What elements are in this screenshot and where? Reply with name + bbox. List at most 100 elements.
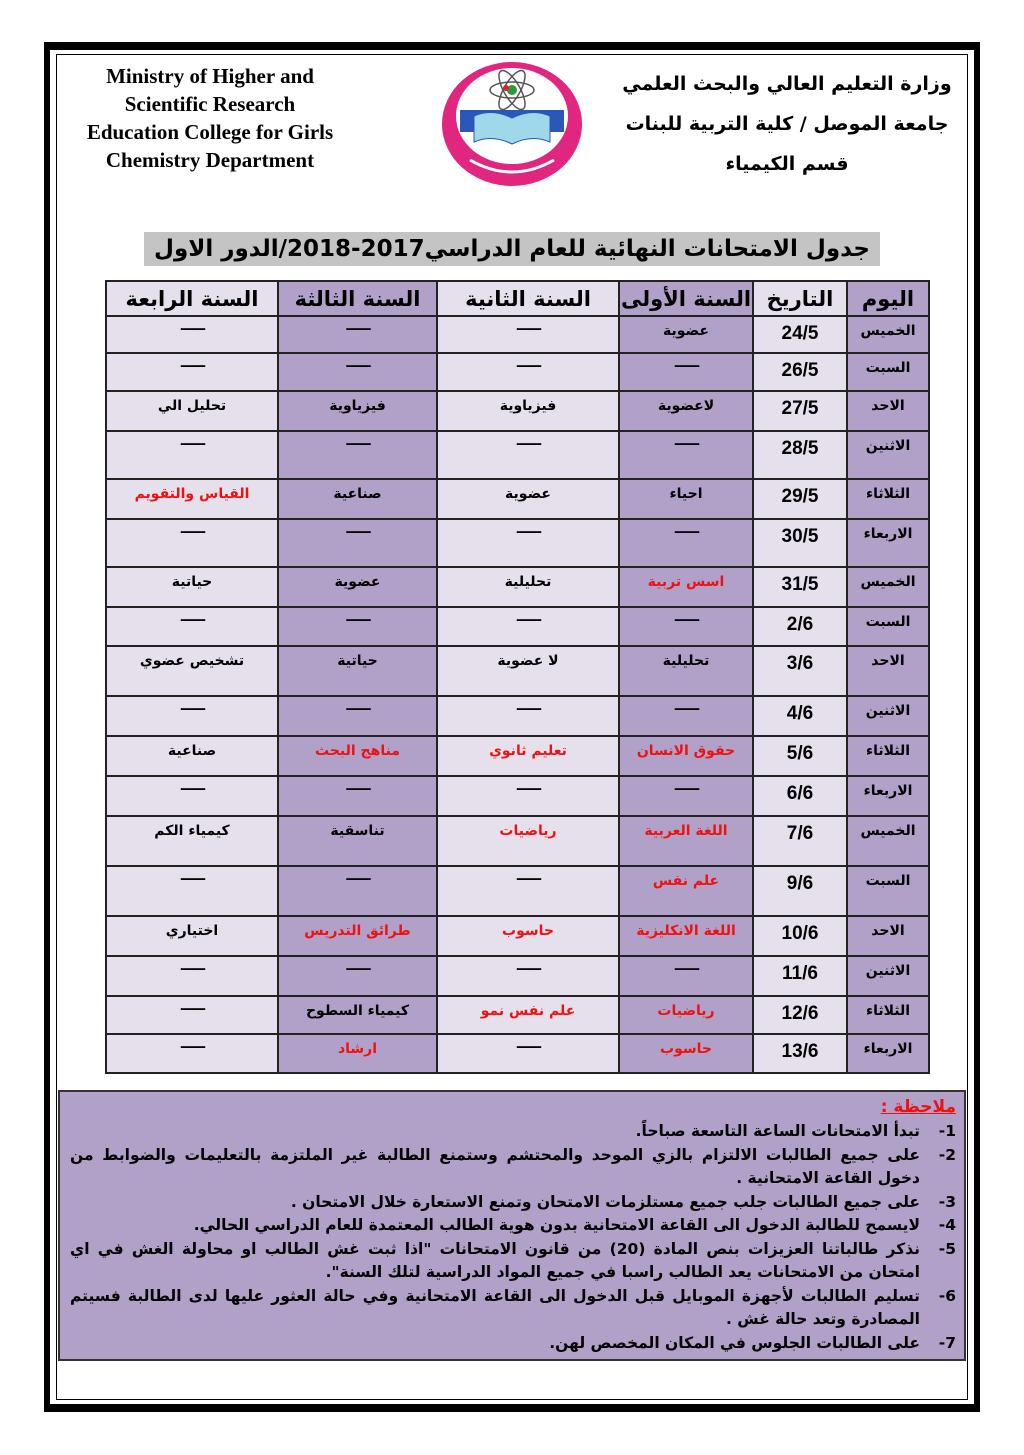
exam-cell-year-3: —— <box>277 352 438 392</box>
day-cell-text: الاحد <box>871 653 905 669</box>
exam-cell-year-2: لا عضوية <box>436 645 620 697</box>
day-cell-text: الاحد <box>871 923 905 939</box>
header-year-3: السنة الثالثة <box>277 280 438 317</box>
day-cell: الاحد <box>846 645 930 697</box>
exam-cell-year-3-text: كيمياء السطوح <box>305 1003 410 1019</box>
date-cell: 4/6 <box>752 695 848 737</box>
exam-cell-year-3-text: حياتية <box>337 653 378 669</box>
date-cell: 26/5 <box>752 352 848 392</box>
arabic-header-line: وزارة التعليم العالي والبحث العلمي <box>622 73 952 95</box>
exam-cell-year-3: طرائق التدريس <box>277 915 438 957</box>
day-cell: الثلاثاء <box>846 478 930 520</box>
exam-cell-year-4-text: —— <box>180 961 206 977</box>
date-cell: 6/6 <box>752 775 848 817</box>
exam-cell-year-1: —— <box>618 606 754 647</box>
exam-cell-year-4-text: اختياري <box>165 923 219 939</box>
day-cell: الاحد <box>846 915 930 957</box>
english-header-line: Education College for Girls <box>86 120 334 144</box>
note-text: على الطالبات الجلوس في المكان المخصص لهن… <box>549 1333 920 1352</box>
exam-cell-year-2: —— <box>436 695 620 737</box>
exam-cell-year-2: —— <box>436 518 620 568</box>
exam-cell-year-3: —— <box>277 518 438 568</box>
date-cell-text: 11/6 <box>782 963 818 984</box>
exam-cell-year-1: —— <box>618 775 754 817</box>
document-title-container: جدول الامتحانات النهائية للعام الدراسي20… <box>60 232 964 266</box>
table-row: الخميس 31/5 اسس تربية تحليلية عضوية حياتية <box>105 566 930 608</box>
table-row: الخميس 7/6 اللغة العربية رياضيات تناسقية كيمي… <box>105 815 930 867</box>
date-cell-text: 6/6 <box>786 783 814 804</box>
notes-title: ملاحظة : <box>880 1097 956 1117</box>
date-cell-text: 26/5 <box>781 360 819 381</box>
exam-cell-year-4: —— <box>105 1033 279 1074</box>
day-cell-text: السبت <box>865 873 911 889</box>
date-cell: 28/5 <box>752 430 848 480</box>
exam-cell-year-1: —— <box>618 352 754 392</box>
exam-cell-year-4: —— <box>105 352 279 392</box>
exam-cell-year-4-text: —— <box>180 436 206 452</box>
exam-cell-year-3-text: —— <box>345 358 372 374</box>
day-cell-text: الثلاثاء <box>865 1003 911 1019</box>
day-cell-text: الخميس <box>860 323 916 339</box>
date-cell: 5/6 <box>752 735 848 777</box>
exam-cell-year-2-text: —— <box>516 436 542 452</box>
exam-cell-year-3-text: —— <box>345 871 372 887</box>
table-row: السبت 2/6 —— —— —— —— <box>105 606 930 647</box>
date-cell-text: 2/6 <box>786 614 814 635</box>
date-cell: 2/6 <box>752 606 848 647</box>
header-year-2: السنة الثانية <box>436 280 620 317</box>
note-number: 1- <box>938 1122 956 1140</box>
notes-box: ملاحظة : 1- تبدأ الامتحانات الساعة التاسع… <box>58 1090 966 1361</box>
exam-cell-year-2-text: —— <box>516 781 542 797</box>
exam-cell-year-1-text: —— <box>674 524 700 540</box>
table-row: الاربعاء 13/6 حاسوب —— ارشاد —— <box>105 1033 930 1074</box>
date-cell-text: 30/5 <box>781 526 819 547</box>
exam-cell-year-3-text: تناسقية <box>330 823 385 839</box>
day-cell-text: الاحد <box>871 398 905 414</box>
exam-cell-year-3: ارشاد <box>277 1033 438 1074</box>
date-cell-text: 12/6 <box>781 1003 819 1024</box>
exam-cell-year-1-text: اللغة الانكليزية <box>636 923 736 939</box>
exam-cell-year-2-text: فيزياوية <box>499 398 557 414</box>
exam-cell-year-1: اللغة العربية <box>618 815 754 867</box>
date-cell: 9/6 <box>752 865 848 917</box>
note-text: تبدأ الامتحانات الساعة التاسعة صباحاً. <box>635 1122 920 1140</box>
exam-cell-year-1: —— <box>618 695 754 737</box>
exam-cell-year-2-text: لا عضوية <box>497 653 559 669</box>
exam-cell-year-2-text: حاسوب <box>502 923 554 939</box>
exam-cell-year-1: تحليلية <box>618 645 754 697</box>
exam-cell-year-3-text: ارشاد <box>337 1041 378 1057</box>
note-item: 3- على جميع الطالبات جلب جميع مستلزمات ال… <box>70 1191 956 1215</box>
note-text: نذكر طالباتنا العزيزات بنص المادة (20) م… <box>70 1239 920 1282</box>
note-item: 6- تسليم الطالبات لأجهزة الموبايل قبل الد… <box>70 1285 956 1332</box>
day-cell: الاربعاء <box>846 775 930 817</box>
day-cell-text: الاربعاء <box>863 783 913 799</box>
note-item: 2- على جميع الطالبات الالتزام بالزي الموح… <box>70 1144 956 1191</box>
exam-cell-year-2-text: علم نفس نمو <box>480 1003 576 1019</box>
date-cell: 29/5 <box>752 478 848 520</box>
date-cell: 12/6 <box>752 995 848 1035</box>
exam-cell-year-4: —— <box>105 995 279 1035</box>
exam-cell-year-2: —— <box>436 1033 620 1074</box>
exam-cell-year-3-text: صناعية <box>333 486 382 502</box>
exam-cell-year-4-text: القياس والتقويم <box>134 486 250 502</box>
note-number: 4- <box>938 1216 956 1234</box>
day-cell-text: الاربعاء <box>863 526 913 542</box>
table-row: الخميس 24/5 عضوية —— —— —— <box>105 315 930 354</box>
exam-cell-year-2-text: —— <box>516 358 542 374</box>
table-row: الاحد 27/5 لاعضوية فيزياوية فيزياوية تحليل ال… <box>105 390 930 432</box>
table-row: الاثنين 28/5 —— —— —— —— <box>105 430 930 480</box>
exam-cell-year-3-text: —— <box>345 436 372 452</box>
table-header-row: اليوم التاريخ السنة الأولى السنة الثانية… <box>105 280 930 317</box>
exam-cell-year-1-text: علم نفس <box>652 873 720 889</box>
exam-cell-year-1: اسس تربية <box>618 566 754 608</box>
table-row: الاثنين 4/6 —— —— —— —— <box>105 695 930 737</box>
exam-cell-year-2-text: —— <box>516 321 542 337</box>
date-cell-text: 13/6 <box>781 1041 819 1062</box>
exam-cell-year-2: علم نفس نمو <box>436 995 620 1035</box>
date-cell: 13/6 <box>752 1033 848 1074</box>
day-cell-text: الثلاثاء <box>865 743 911 759</box>
page-border <box>44 42 980 1412</box>
date-cell-text: 27/5 <box>781 398 819 419</box>
note-text: على جميع الطالبات جلب جميع مستلزمات الام… <box>290 1192 920 1211</box>
date-cell-text: 24/5 <box>781 323 819 344</box>
